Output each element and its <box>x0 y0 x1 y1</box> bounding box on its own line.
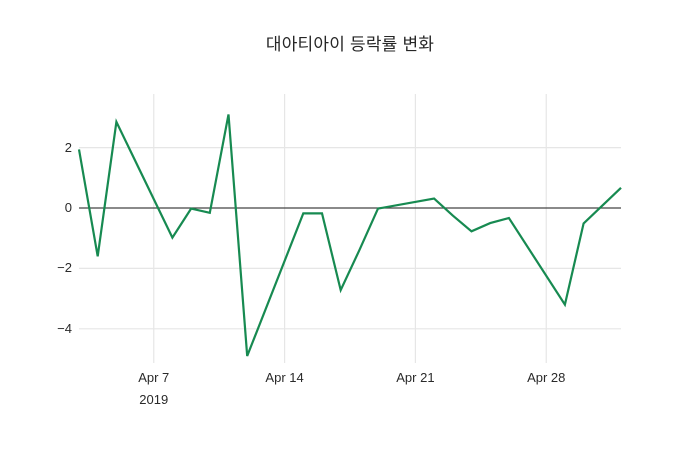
y-tick-label: 0 <box>64 200 72 215</box>
x-tick-label: Apr 14 <box>265 370 304 385</box>
y-tick-label: −4 <box>57 320 72 336</box>
y-tick-label: 2 <box>64 139 72 155</box>
x-tick-label: Apr 28 <box>527 370 566 385</box>
series-line <box>77 114 622 357</box>
y-tick-label: −2 <box>57 260 72 276</box>
chart-title: 대아티아이 등락률 변화 <box>265 35 435 54</box>
x-tick-label: Apr 7 <box>138 370 170 385</box>
x-tick-year-label: 2019 <box>139 392 169 407</box>
x-tick-label: Apr 21 <box>396 370 435 385</box>
